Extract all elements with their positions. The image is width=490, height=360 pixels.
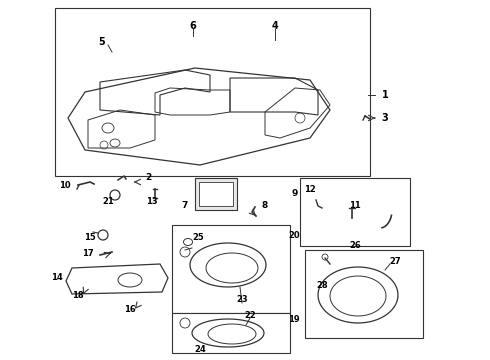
Bar bbox=[195, 178, 237, 210]
Text: 9: 9 bbox=[292, 189, 298, 198]
Bar bbox=[172, 313, 290, 353]
Text: 11: 11 bbox=[349, 201, 361, 210]
Text: 10: 10 bbox=[59, 180, 71, 189]
Text: 5: 5 bbox=[98, 37, 105, 47]
Text: 6: 6 bbox=[190, 21, 196, 31]
Text: 26: 26 bbox=[349, 240, 361, 249]
Text: 2: 2 bbox=[145, 174, 151, 183]
Bar bbox=[172, 225, 290, 313]
Text: 20: 20 bbox=[288, 230, 300, 239]
Bar bbox=[305, 250, 423, 338]
Text: 17: 17 bbox=[82, 249, 94, 258]
Text: 7: 7 bbox=[182, 201, 188, 210]
Text: 21: 21 bbox=[102, 198, 114, 207]
Text: 15: 15 bbox=[84, 234, 96, 243]
Text: 4: 4 bbox=[271, 21, 278, 31]
Text: 18: 18 bbox=[72, 291, 84, 300]
Text: 25: 25 bbox=[192, 234, 204, 243]
Text: 23: 23 bbox=[236, 296, 248, 305]
Text: 1: 1 bbox=[382, 90, 389, 100]
Bar bbox=[199, 182, 233, 206]
Text: 13: 13 bbox=[146, 198, 158, 207]
Text: 3: 3 bbox=[382, 113, 389, 123]
Text: 14: 14 bbox=[51, 274, 63, 283]
Text: 24: 24 bbox=[194, 346, 206, 355]
Text: 22: 22 bbox=[244, 310, 256, 320]
Text: 8: 8 bbox=[262, 201, 268, 210]
Text: 28: 28 bbox=[316, 280, 328, 289]
Text: 27: 27 bbox=[389, 257, 401, 266]
Text: 12: 12 bbox=[304, 185, 316, 194]
Bar bbox=[55, 8, 370, 176]
Text: 19: 19 bbox=[288, 315, 300, 324]
Bar bbox=[300, 178, 410, 246]
Text: 16: 16 bbox=[124, 306, 136, 315]
